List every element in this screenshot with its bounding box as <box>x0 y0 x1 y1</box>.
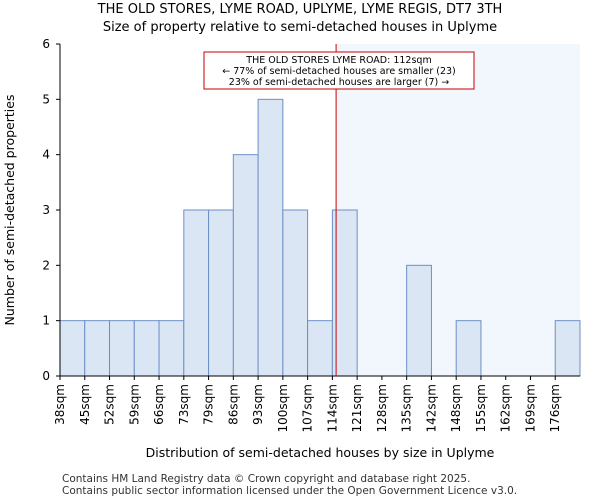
bar-135sqm <box>406 264 432 377</box>
x-tick-label: 66sqm <box>152 384 166 425</box>
bar-148sqm <box>455 320 482 377</box>
x-tick-label: 93sqm <box>251 384 265 425</box>
y-tick-label: 0 <box>42 369 50 383</box>
y-tick-label: 2 <box>42 258 50 272</box>
bar-38sqm <box>59 320 86 377</box>
bar-45sqm <box>84 320 111 377</box>
bar-79sqm <box>208 209 234 377</box>
annotation-line-1: THE OLD STORES LYME ROAD: 112sqm <box>245 55 431 66</box>
x-tick-label: 73sqm <box>177 384 191 425</box>
x-tick-label: 162sqm <box>499 384 513 432</box>
x-tick-label: 128sqm <box>375 384 389 432</box>
annotation-line-3: 23% of semi-detached houses are larger (… <box>229 77 449 88</box>
x-tick-label: 176sqm <box>548 384 562 432</box>
x-tick-label: 114sqm <box>325 384 339 432</box>
bar-86sqm <box>232 154 259 377</box>
x-tick-label: 38sqm <box>53 384 67 425</box>
chart-subtitle: Size of property relative to semi-detach… <box>102 20 498 35</box>
x-tick-label: 86sqm <box>226 384 240 425</box>
bar-66sqm <box>158 320 185 377</box>
y-tick-label: 3 <box>42 203 50 217</box>
bar-176sqm <box>554 320 581 377</box>
y-tick-label: 4 <box>42 148 50 162</box>
footer-line-2: Contains public sector information licen… <box>62 485 518 497</box>
footer-line-1: Contains HM Land Registry data © Crown c… <box>62 473 471 485</box>
x-tick-label: 52sqm <box>103 384 117 425</box>
y-tick-label: 1 <box>42 314 50 328</box>
bar-52sqm <box>109 320 135 377</box>
x-tick-label: 148sqm <box>449 384 463 432</box>
x-tick-label: 100sqm <box>276 384 290 432</box>
annotation-box <box>203 51 475 90</box>
bar-107sqm <box>307 320 333 377</box>
chart-title: THE OLD STORES, LYME ROAD, UPLYME, LYME … <box>97 2 503 17</box>
x-tick-label: 135sqm <box>400 384 414 432</box>
bar-100sqm <box>282 209 309 377</box>
x-tick-label: 155sqm <box>474 384 488 432</box>
bar-chart: 0 1 2 3 4 5 6 38sqm 45sqm 52sqm 59sqm 66sqm 73sqm 79… <box>2 37 581 460</box>
annotation-line-2: ← 77% of semi-detached houses are smalle… <box>222 66 456 77</box>
x-tick-label: 107sqm <box>301 384 315 432</box>
y-tick-label: 6 <box>42 37 50 51</box>
x-tick-label: 79sqm <box>202 384 216 425</box>
y-tick-label: 5 <box>42 92 50 106</box>
x-tick-label: 45sqm <box>78 384 92 425</box>
x-tick-label: 169sqm <box>523 384 537 432</box>
x-axis-label: Distribution of semi-detached houses by … <box>146 445 495 460</box>
y-axis-label: Number of semi-detached properties <box>2 95 17 326</box>
bar-73sqm <box>183 209 210 377</box>
bar-59sqm <box>133 320 160 377</box>
x-tick-label: 121sqm <box>350 384 364 432</box>
x-tick-label: 142sqm <box>424 384 438 432</box>
bar-93sqm <box>257 98 284 377</box>
x-tick-label: 59sqm <box>127 384 141 425</box>
